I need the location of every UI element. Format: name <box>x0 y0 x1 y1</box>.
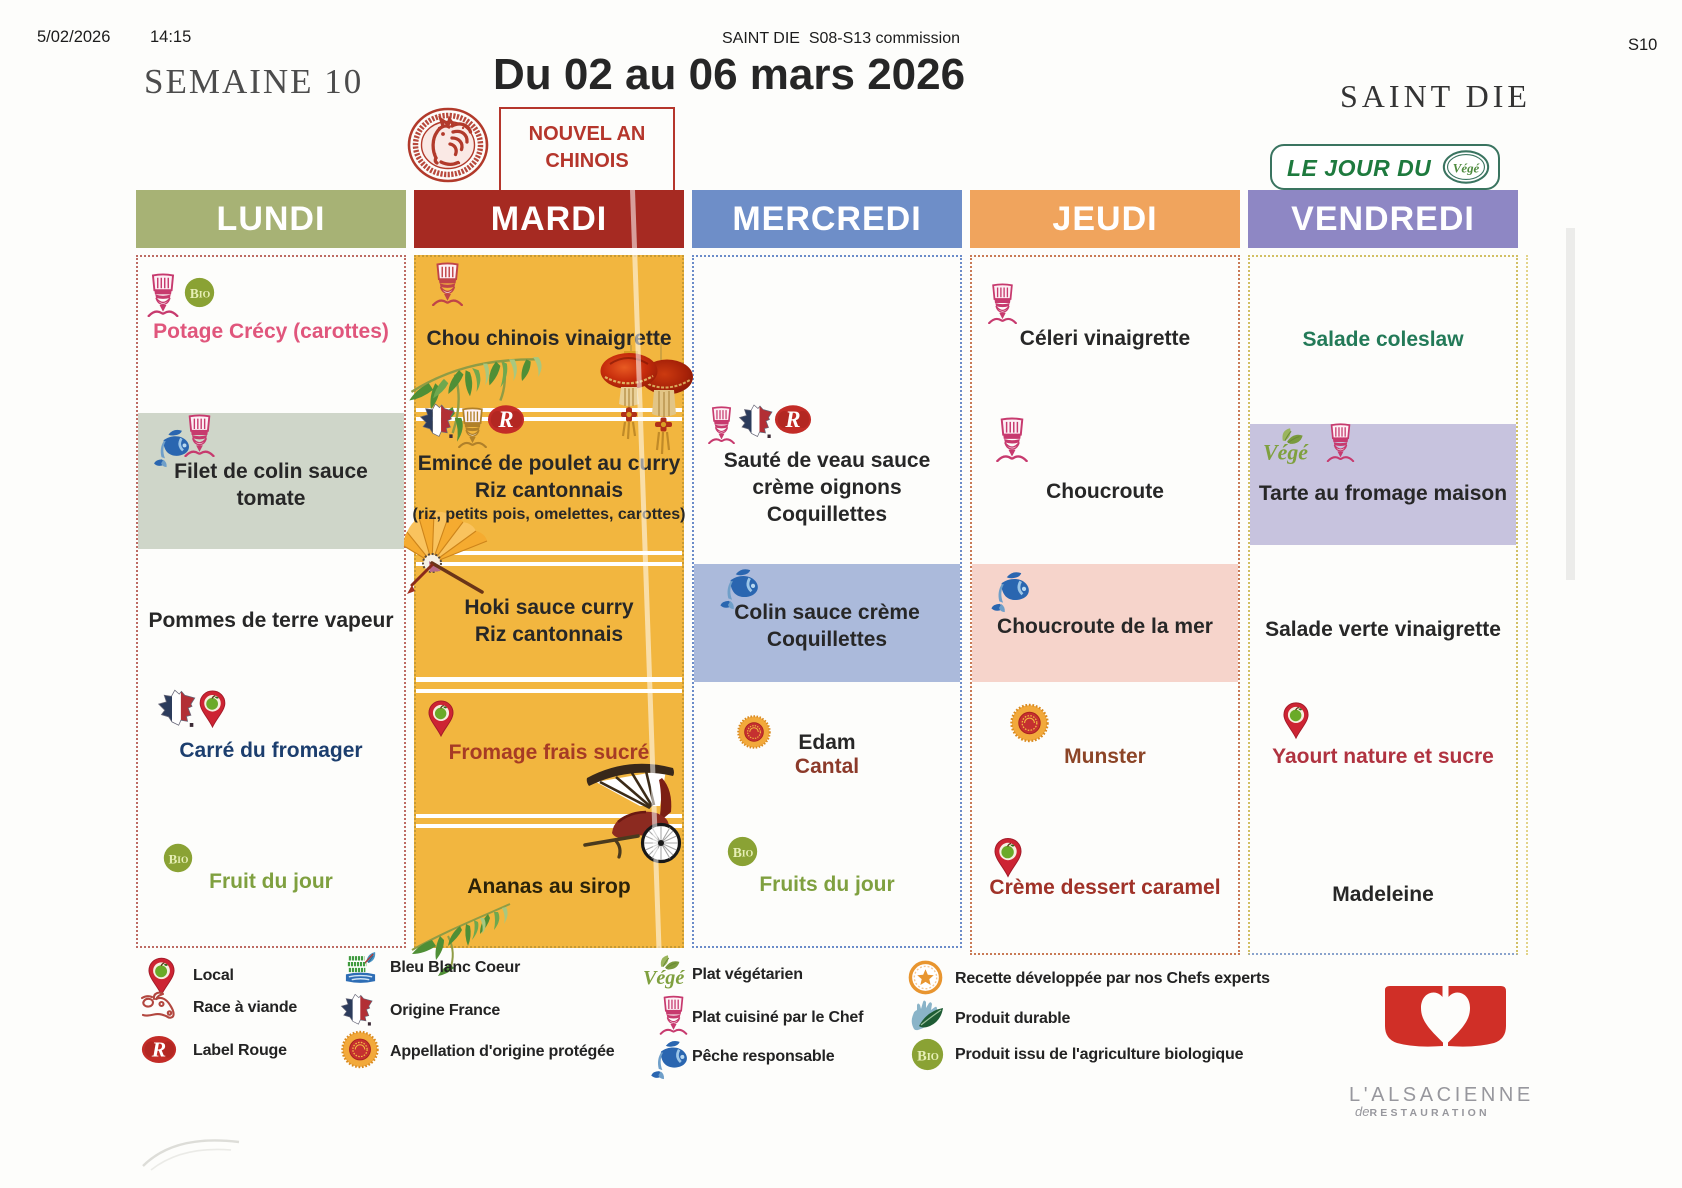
svg-text:Végé: Végé <box>1453 161 1481 176</box>
